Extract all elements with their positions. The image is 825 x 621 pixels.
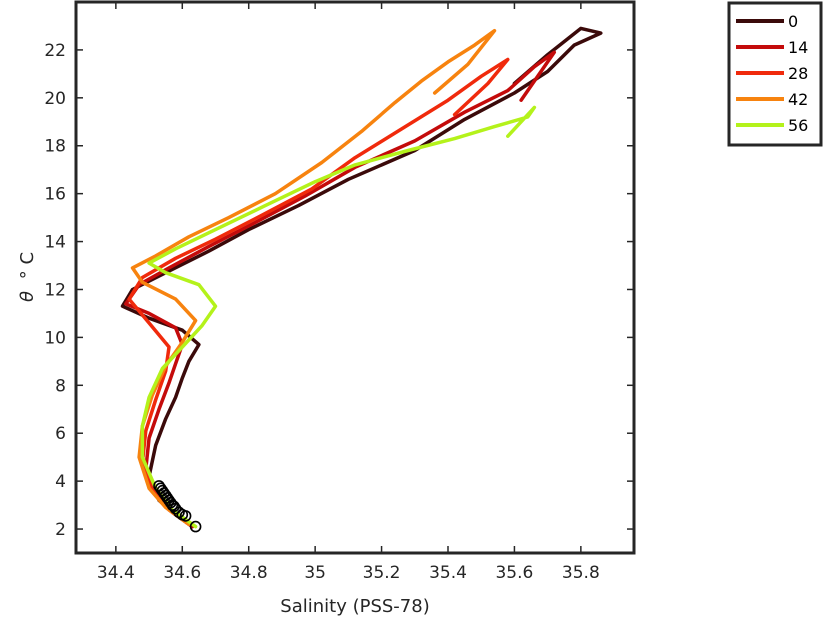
x-tick-label: 34.4 — [97, 563, 135, 583]
x-tick-label: 34.8 — [230, 563, 268, 583]
x-tick-label: 34.6 — [163, 563, 201, 583]
series-layer — [123, 28, 601, 526]
y-axis-label-unit: ° C — [17, 252, 38, 279]
x-tick-label: 35.2 — [363, 563, 401, 583]
x-tick-label: 35.8 — [562, 563, 600, 583]
y-axis-label-symbol: θ — [17, 291, 38, 302]
x-axis-label: Salinity (PSS-78) — [280, 596, 429, 617]
y-tick-label: 18 — [44, 137, 66, 157]
series-line-0 — [123, 28, 601, 526]
legend-label-28: 28 — [788, 64, 808, 83]
y-tick-label: 4 — [55, 472, 66, 492]
series-line-14 — [126, 52, 555, 526]
y-axis-label: θ ° C — [17, 252, 38, 302]
y-tick-label: 8 — [55, 376, 66, 396]
y-tick-label: 16 — [44, 185, 66, 205]
y-tick-label: 12 — [44, 280, 66, 300]
y-tick-label: 10 — [44, 328, 66, 348]
y-tick-label: 2 — [55, 520, 66, 540]
y-tick-label: 20 — [44, 89, 66, 109]
legend-label-14: 14 — [788, 38, 808, 57]
y-tick-label: 22 — [44, 41, 66, 61]
legend-label-42: 42 — [788, 90, 808, 109]
legend: 0 14 28 42 56 — [729, 3, 821, 145]
y-tick-label: 6 — [55, 424, 66, 444]
legend-label-56: 56 — [788, 116, 808, 135]
y-tick-label: 14 — [44, 233, 66, 253]
x-tick-label: 35.4 — [429, 563, 467, 583]
x-tick-label: 35 — [304, 563, 326, 583]
series-line-56 — [142, 107, 534, 526]
x-tick-label: 35.6 — [495, 563, 533, 583]
legend-label-0: 0 — [788, 12, 798, 31]
